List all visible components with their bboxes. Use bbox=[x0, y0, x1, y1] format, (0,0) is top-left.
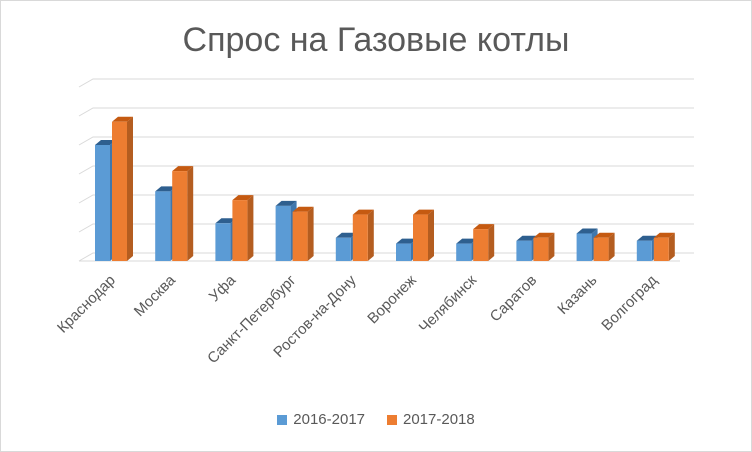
chart-legend: 2016-2017 2017-2018 bbox=[1, 411, 751, 428]
bar-top bbox=[155, 186, 177, 192]
x-tick-label: Волгоград bbox=[598, 272, 661, 335]
bar-side bbox=[367, 209, 374, 261]
chart-title: Спрос на Газовые котлы bbox=[182, 21, 570, 59]
legend-label-series-2: 2017-2018 bbox=[403, 411, 475, 428]
bar-side bbox=[608, 232, 615, 261]
bar-top bbox=[533, 232, 555, 238]
bar-side bbox=[548, 232, 555, 261]
bar-front bbox=[516, 240, 532, 261]
bar-top bbox=[593, 232, 615, 238]
bar-side bbox=[127, 116, 133, 261]
legend-label-series-1: 2016-2017 bbox=[293, 411, 365, 428]
bar-2-6 bbox=[413, 209, 434, 261]
bar-2-2 bbox=[172, 166, 194, 261]
bar-top bbox=[456, 238, 478, 244]
bar-front bbox=[456, 243, 472, 261]
bar-side bbox=[307, 206, 314, 261]
x-tick-label: Уфа bbox=[206, 271, 240, 305]
bar-front bbox=[95, 145, 110, 261]
bar-2-7 bbox=[473, 224, 495, 261]
bar-side bbox=[428, 209, 434, 261]
bar-top bbox=[352, 209, 374, 215]
bar-front bbox=[352, 214, 368, 261]
bar-front bbox=[292, 211, 308, 261]
bar-top bbox=[292, 206, 314, 212]
bar-front bbox=[155, 191, 171, 261]
bar-front bbox=[593, 237, 609, 261]
legend-item-series-1: 2016-2017 bbox=[277, 411, 365, 428]
gridline bbox=[78, 136, 694, 146]
gridline bbox=[78, 223, 694, 233]
bar-front bbox=[396, 243, 411, 261]
bar-front bbox=[653, 237, 669, 261]
bar-front bbox=[215, 223, 231, 261]
gridline bbox=[78, 194, 694, 204]
x-tick-label: Краснодар bbox=[54, 272, 119, 337]
bar-top bbox=[413, 209, 434, 215]
bar-front bbox=[413, 214, 428, 261]
bar-2-3 bbox=[232, 195, 254, 261]
bar-top bbox=[172, 166, 194, 172]
legend-item-series-2: 2017-2018 bbox=[387, 411, 475, 428]
bar-front bbox=[473, 229, 489, 261]
bar-top bbox=[232, 195, 254, 201]
bar-top bbox=[396, 238, 417, 244]
bar-front bbox=[636, 240, 652, 261]
bar-top bbox=[576, 228, 598, 234]
legend-swatch-series-1 bbox=[277, 414, 288, 425]
bar-front bbox=[533, 237, 549, 261]
bar-2-4 bbox=[292, 206, 314, 261]
bar-front bbox=[576, 233, 592, 261]
bar-front bbox=[172, 171, 188, 261]
bar-2-10 bbox=[653, 232, 675, 261]
gridline bbox=[78, 165, 694, 175]
x-tick-label: Воронеж bbox=[364, 272, 420, 328]
gridline bbox=[78, 107, 694, 117]
bar-front bbox=[232, 200, 248, 261]
x-tick-label: Москва bbox=[131, 271, 180, 320]
bar-top bbox=[653, 232, 675, 238]
bar-top bbox=[95, 140, 116, 145]
gridline bbox=[78, 78, 694, 88]
x-tick-label: Саратов bbox=[487, 272, 541, 326]
bar-top bbox=[335, 232, 357, 238]
legend-swatch-series-2 bbox=[387, 414, 397, 425]
bar-top bbox=[473, 224, 495, 230]
bar-2-8 bbox=[533, 232, 555, 261]
bar-top bbox=[516, 235, 538, 241]
bar-top bbox=[636, 235, 658, 241]
bar-top bbox=[275, 200, 297, 206]
bar-front bbox=[112, 121, 127, 261]
bar-2-5 bbox=[352, 209, 374, 261]
bar-side bbox=[488, 224, 495, 261]
x-tick-label: Челябинск bbox=[416, 272, 481, 337]
bar-front bbox=[275, 205, 291, 261]
bar-side bbox=[247, 195, 254, 261]
bar-side bbox=[187, 166, 194, 261]
bar-side bbox=[668, 232, 675, 261]
bar-2-1 bbox=[112, 116, 133, 261]
bar-top bbox=[112, 116, 133, 122]
x-tick-label: Казань bbox=[554, 272, 600, 318]
bar-top bbox=[215, 218, 237, 224]
bar-front bbox=[335, 237, 351, 261]
bar-2-9 bbox=[593, 232, 615, 261]
